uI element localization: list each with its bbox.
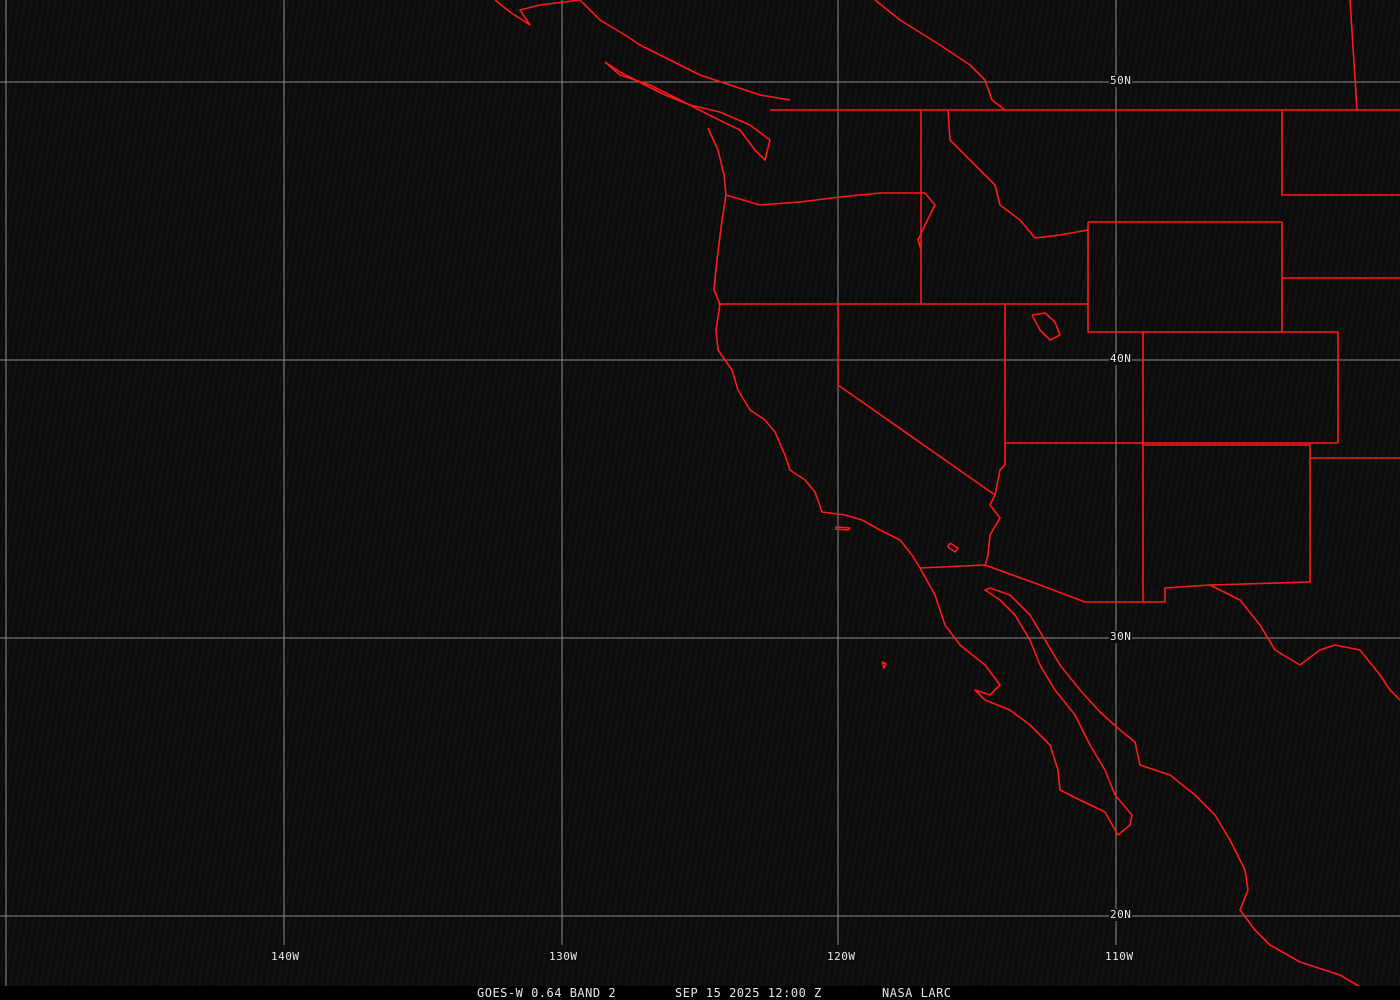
lat-label-20n: 20N [1109, 908, 1133, 921]
montana-east-border [1281, 110, 1400, 196]
lon-label-110w: 110W [1104, 950, 1135, 963]
caption-bar [0, 986, 1400, 1000]
boundaries [494, 0, 1400, 989]
lat-label-40n: 40N [1109, 352, 1133, 365]
caption-product: GOES-W 0.64 BAND 2 [477, 986, 617, 1000]
lon-label-120w: 120W [826, 950, 857, 963]
colorado-river [984, 494, 1001, 567]
idaho-montana-border [947, 109, 1089, 239]
utah-borders [1087, 222, 1144, 602]
canada-coast [494, 0, 791, 101]
pacific-coast-us [707, 127, 921, 569]
mexico-border [919, 564, 1400, 701]
caption-datetime: SEP 15 2025 12:00 Z [675, 986, 822, 1000]
channel-islands [834, 526, 851, 531]
great-salt-lake [1031, 312, 1061, 341]
wa-or-border [725, 192, 936, 251]
guadalupe-island [881, 661, 887, 669]
lon-label-140w: 140W [270, 950, 301, 963]
salton-sea [947, 542, 959, 553]
mexico-mainland-coast [989, 587, 1363, 989]
canada-interior-border [874, 0, 1006, 111]
wyoming-border [1088, 221, 1283, 332]
colorado-border [1143, 331, 1339, 443]
lat-label-30n: 30N [1109, 630, 1133, 643]
new-mexico-border [1143, 444, 1311, 586]
ca-nv-border [837, 304, 1006, 496]
baja-pacific-coast [919, 567, 1133, 836]
lon-label-130w: 130W [548, 950, 579, 963]
lat-label-50n: 50N [1109, 74, 1133, 87]
canada-prairie-border [1349, 0, 1358, 111]
caption-source: NASA LARC [882, 986, 952, 1000]
vancouver-island [604, 61, 771, 161]
